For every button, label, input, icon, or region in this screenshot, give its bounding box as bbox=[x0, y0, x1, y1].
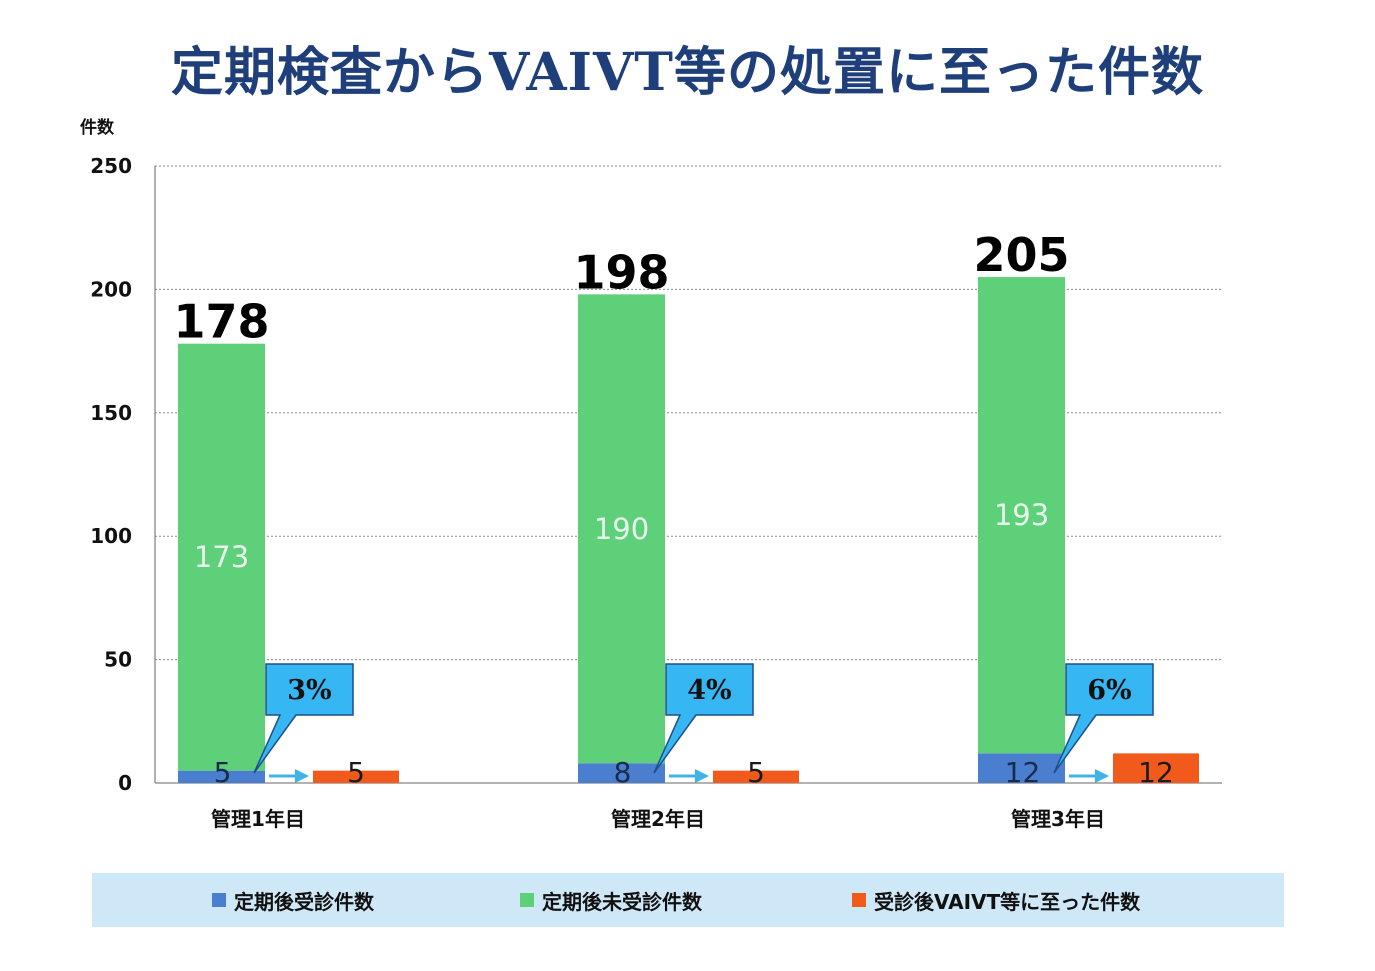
data-label-visited: 8 bbox=[614, 756, 632, 789]
data-label-vaivt: 5 bbox=[347, 756, 365, 789]
total-label: 178 bbox=[173, 295, 269, 349]
legend: 定期後受診件数 定期後未受診件数 受診後VAIVT等に至った件数 bbox=[92, 873, 1284, 927]
y-axis-label: 件数 bbox=[80, 117, 115, 138]
y-tick-label: 250 bbox=[90, 154, 132, 178]
callout-percent: 3% bbox=[287, 675, 331, 706]
data-label-vaivt: 5 bbox=[747, 756, 765, 789]
callout-percent: 6% bbox=[1087, 675, 1131, 706]
data-label-visited: 5 bbox=[214, 756, 232, 789]
total-label: 205 bbox=[973, 228, 1069, 282]
data-label-not-visited: 193 bbox=[994, 498, 1049, 532]
y-tick-label: 150 bbox=[90, 401, 132, 425]
bar-vaivt bbox=[713, 770, 799, 783]
data-label-vaivt: 12 bbox=[1138, 756, 1174, 789]
bar-not-visited bbox=[178, 343, 265, 771]
bar-not-visited bbox=[578, 294, 665, 764]
data-label-visited: 12 bbox=[1005, 756, 1041, 789]
legend-item-vaivt: 受診後VAIVT等に至った件数 bbox=[852, 873, 1140, 927]
bar-visited bbox=[578, 763, 665, 783]
legend-swatch-visited bbox=[212, 893, 226, 907]
arrow-head bbox=[295, 769, 309, 783]
y-tick-label: 200 bbox=[90, 277, 132, 301]
legend-item-visited: 定期後受診件数 bbox=[212, 873, 374, 927]
legend-label-visited: 定期後受診件数 bbox=[234, 889, 374, 914]
bar-vaivt bbox=[1113, 753, 1199, 783]
bar-vaivt bbox=[313, 770, 399, 783]
callout-bubble bbox=[653, 663, 754, 774]
bar-not-visited bbox=[978, 277, 1065, 754]
legend-label-not-visited: 定期後未受診件数 bbox=[542, 889, 702, 914]
x-tick-label: 管理2年目 bbox=[611, 807, 705, 831]
arrow-head bbox=[1095, 769, 1109, 783]
data-label-not-visited: 190 bbox=[594, 512, 649, 546]
x-tick-label: 管理3年目 bbox=[1011, 807, 1105, 831]
bar-visited bbox=[178, 770, 265, 783]
y-tick-label: 0 bbox=[118, 771, 132, 795]
y-tick-label: 100 bbox=[90, 524, 132, 548]
callout-percent: 4% bbox=[687, 675, 731, 706]
x-tick-label: 管理1年目 bbox=[211, 807, 305, 831]
callout-bubble bbox=[253, 663, 354, 774]
bar-visited bbox=[978, 753, 1065, 783]
total-label: 198 bbox=[573, 245, 669, 299]
arrow-head bbox=[695, 769, 709, 783]
legend-label-vaivt: 受診後VAIVT等に至った件数 bbox=[874, 889, 1141, 914]
data-label-not-visited: 173 bbox=[194, 540, 249, 574]
legend-swatch-not-visited bbox=[520, 893, 534, 907]
legend-swatch-vaivt bbox=[852, 893, 866, 907]
chart-title: 定期検査からVAIVT等の処置に至った件数 bbox=[170, 42, 1205, 103]
y-tick-label: 50 bbox=[104, 648, 132, 672]
callout-bubble bbox=[1053, 663, 1154, 774]
legend-item-not-visited: 定期後未受診件数 bbox=[520, 873, 702, 927]
